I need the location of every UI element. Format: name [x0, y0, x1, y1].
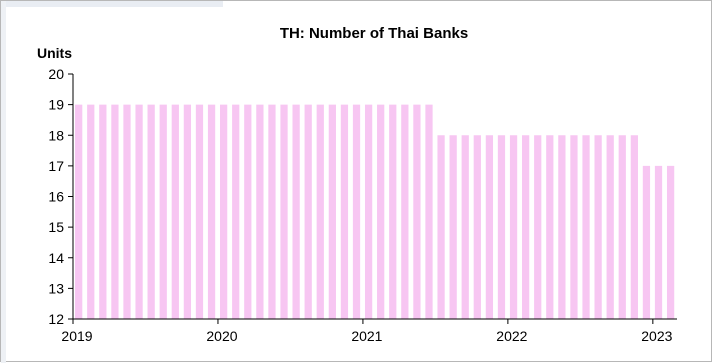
bar	[630, 135, 638, 319]
y-tick-label: 13	[48, 280, 64, 296]
x-tick-label: 2021	[351, 328, 382, 344]
bar	[666, 165, 675, 320]
y-axis-label: Units	[37, 45, 72, 61]
bar	[220, 104, 228, 320]
bar	[256, 104, 264, 320]
top-strip	[1, 1, 223, 7]
bar	[280, 104, 288, 320]
x-tick-label: 2019	[61, 328, 92, 344]
y-tick-label: 18	[48, 127, 64, 143]
bar	[159, 104, 167, 320]
bar	[570, 135, 578, 319]
bar	[364, 104, 373, 320]
bar	[449, 135, 457, 319]
y-tick-label: 20	[48, 66, 64, 82]
bar	[401, 104, 409, 320]
bar	[340, 104, 349, 320]
bars-group	[75, 104, 675, 320]
bar	[413, 104, 421, 320]
bar	[509, 135, 518, 319]
bar	[618, 135, 626, 319]
bar	[87, 104, 95, 320]
bar	[485, 135, 494, 319]
y-tick-label: 14	[48, 250, 64, 266]
bar	[437, 135, 445, 319]
y-tick-label: 16	[48, 189, 64, 205]
bar	[268, 104, 276, 320]
bar	[207, 104, 216, 320]
bar	[654, 165, 663, 320]
x-tick-label: 2022	[496, 328, 527, 344]
y-tick-label: 19	[48, 97, 64, 113]
bar	[195, 104, 204, 320]
bar	[244, 104, 252, 320]
bar	[582, 135, 590, 319]
bar	[328, 104, 336, 320]
bar	[473, 135, 481, 319]
bar	[232, 104, 240, 320]
bar	[461, 135, 469, 319]
bar	[497, 135, 506, 319]
bar	[147, 104, 155, 320]
x-tick-label: 2023	[641, 328, 672, 344]
bar	[123, 104, 131, 320]
y-axis: 12 13 14 15 16 17 18 19 20	[48, 66, 74, 327]
bar	[111, 104, 119, 320]
bar	[425, 104, 433, 320]
bar	[99, 104, 107, 320]
bar	[546, 135, 554, 319]
y-tick-label: 12	[48, 311, 64, 327]
x-axis: 2019 2020 2021 2022 2023	[61, 318, 677, 344]
bar	[316, 104, 324, 320]
bar	[558, 135, 566, 319]
bar	[183, 104, 192, 320]
y-tick-label: 17	[48, 158, 64, 174]
bar	[594, 135, 602, 319]
chart-title: TH: Number of Thai Banks	[280, 25, 468, 42]
bar	[352, 104, 361, 320]
x-tick-label: 2020	[206, 328, 237, 344]
left-strip	[1, 1, 6, 363]
bar	[522, 135, 530, 319]
bar	[377, 104, 385, 320]
bar	[534, 135, 542, 319]
bar	[135, 104, 143, 320]
bar	[606, 135, 614, 319]
bar	[75, 104, 83, 320]
bar	[389, 104, 397, 320]
bar	[292, 104, 300, 320]
bar	[171, 104, 179, 320]
bar	[304, 104, 312, 320]
bar	[642, 165, 651, 320]
y-tick-label: 15	[48, 219, 64, 235]
